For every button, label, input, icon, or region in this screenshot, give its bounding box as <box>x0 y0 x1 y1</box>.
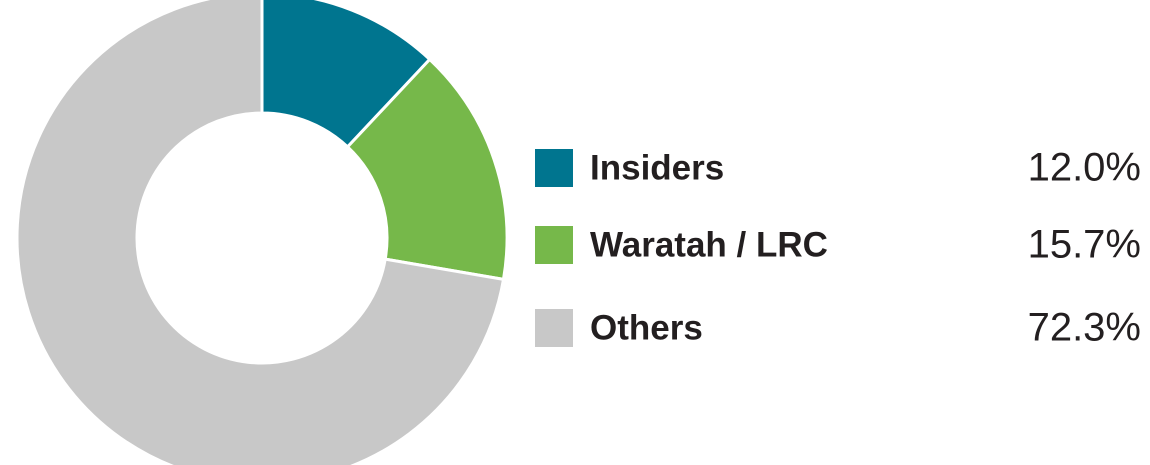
value-label: 12.0% <box>1028 146 1141 190</box>
legend-swatch <box>535 309 573 347</box>
legend-swatch <box>535 149 573 187</box>
value-label: 15.7% <box>1028 223 1141 267</box>
legend-label: Insiders <box>590 148 724 187</box>
legend-swatch <box>535 226 573 264</box>
legend-label: Others <box>590 308 703 347</box>
donut-slice <box>345 57 509 282</box>
donut-slice <box>15 0 506 465</box>
value-label: 72.3% <box>1028 306 1141 350</box>
legend-label: Waratah / LRC <box>590 225 828 264</box>
